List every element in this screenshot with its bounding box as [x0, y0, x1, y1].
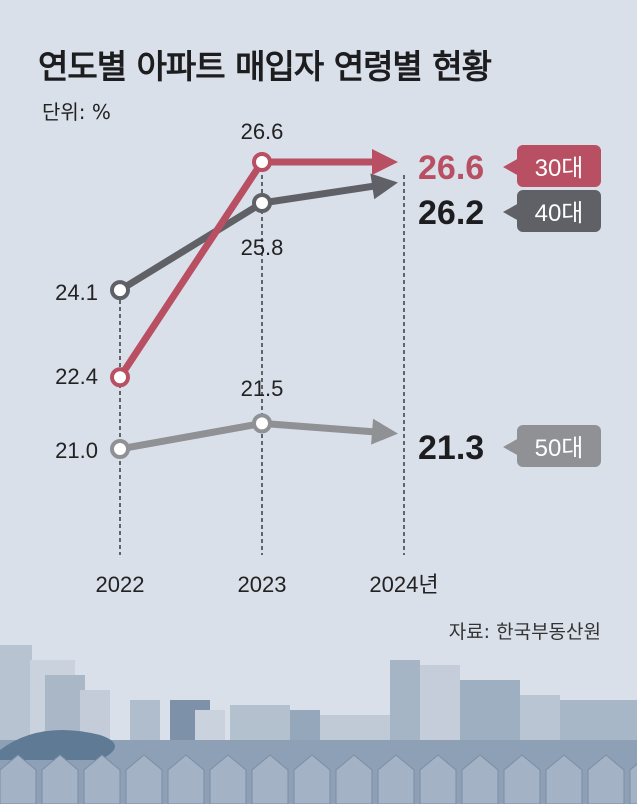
skyline-apartment [167, 754, 205, 804]
skyline-apartment [587, 754, 625, 804]
x-tick-label: 2023 [238, 572, 287, 597]
series-badge [517, 425, 601, 467]
skyline-apartment [41, 754, 79, 804]
series-badge-label: 30대 [535, 155, 584, 182]
series-arrowhead [370, 173, 398, 200]
badge-pointer [503, 158, 519, 176]
skyline-apartment [503, 754, 541, 804]
skyline-apartment [419, 754, 457, 804]
x-tick-label: 2022 [96, 572, 145, 597]
end-value-label: 26.6 [418, 149, 484, 187]
data-label: 24.1 [55, 280, 98, 305]
series-arrowhead [371, 418, 398, 445]
data-point [110, 439, 130, 459]
badge-pointer [503, 438, 519, 456]
skyline-apartment [251, 754, 289, 804]
skyline-apartment [293, 754, 331, 804]
data-point [252, 193, 272, 213]
skyline-hill [0, 730, 115, 760]
badge-pointer [503, 203, 519, 221]
data-point [252, 413, 272, 434]
source-label: 자료: 한국부동산원 [448, 621, 601, 643]
skyline-apartment [461, 754, 499, 804]
data-label: 26.6 [241, 119, 284, 144]
series-badge [517, 145, 601, 187]
end-value-label: 21.3 [418, 429, 484, 467]
skyline-apartment [335, 754, 373, 804]
skyline-apartment [209, 754, 247, 804]
skyline-apartment [377, 754, 415, 804]
series-badge-label: 40대 [535, 200, 584, 227]
end-value-label: 26.2 [418, 194, 484, 232]
series-line-50대 [119, 419, 377, 453]
data-point [110, 367, 130, 388]
data-point [252, 152, 272, 172]
series-badge [517, 190, 601, 232]
data-label: 25.8 [241, 235, 284, 260]
series-arrowhead [372, 149, 398, 175]
skyline-apartment [0, 754, 37, 804]
unit-label: 단위: % [42, 100, 111, 124]
data-label: 22.4 [55, 364, 98, 389]
skyline-apartment [545, 754, 583, 804]
data-label: 21.0 [55, 438, 98, 463]
skyline-apartment [629, 763, 637, 804]
skyline-apartment [125, 754, 163, 804]
series-badge-label: 50대 [535, 435, 584, 462]
skyline-apartment [83, 754, 121, 804]
data-label: 21.5 [241, 376, 284, 401]
chart-title: 연도별 아파트 매입자 연령별 현황 [38, 47, 492, 86]
x-tick-label: 2024년 [369, 572, 438, 597]
data-point [110, 280, 130, 301]
